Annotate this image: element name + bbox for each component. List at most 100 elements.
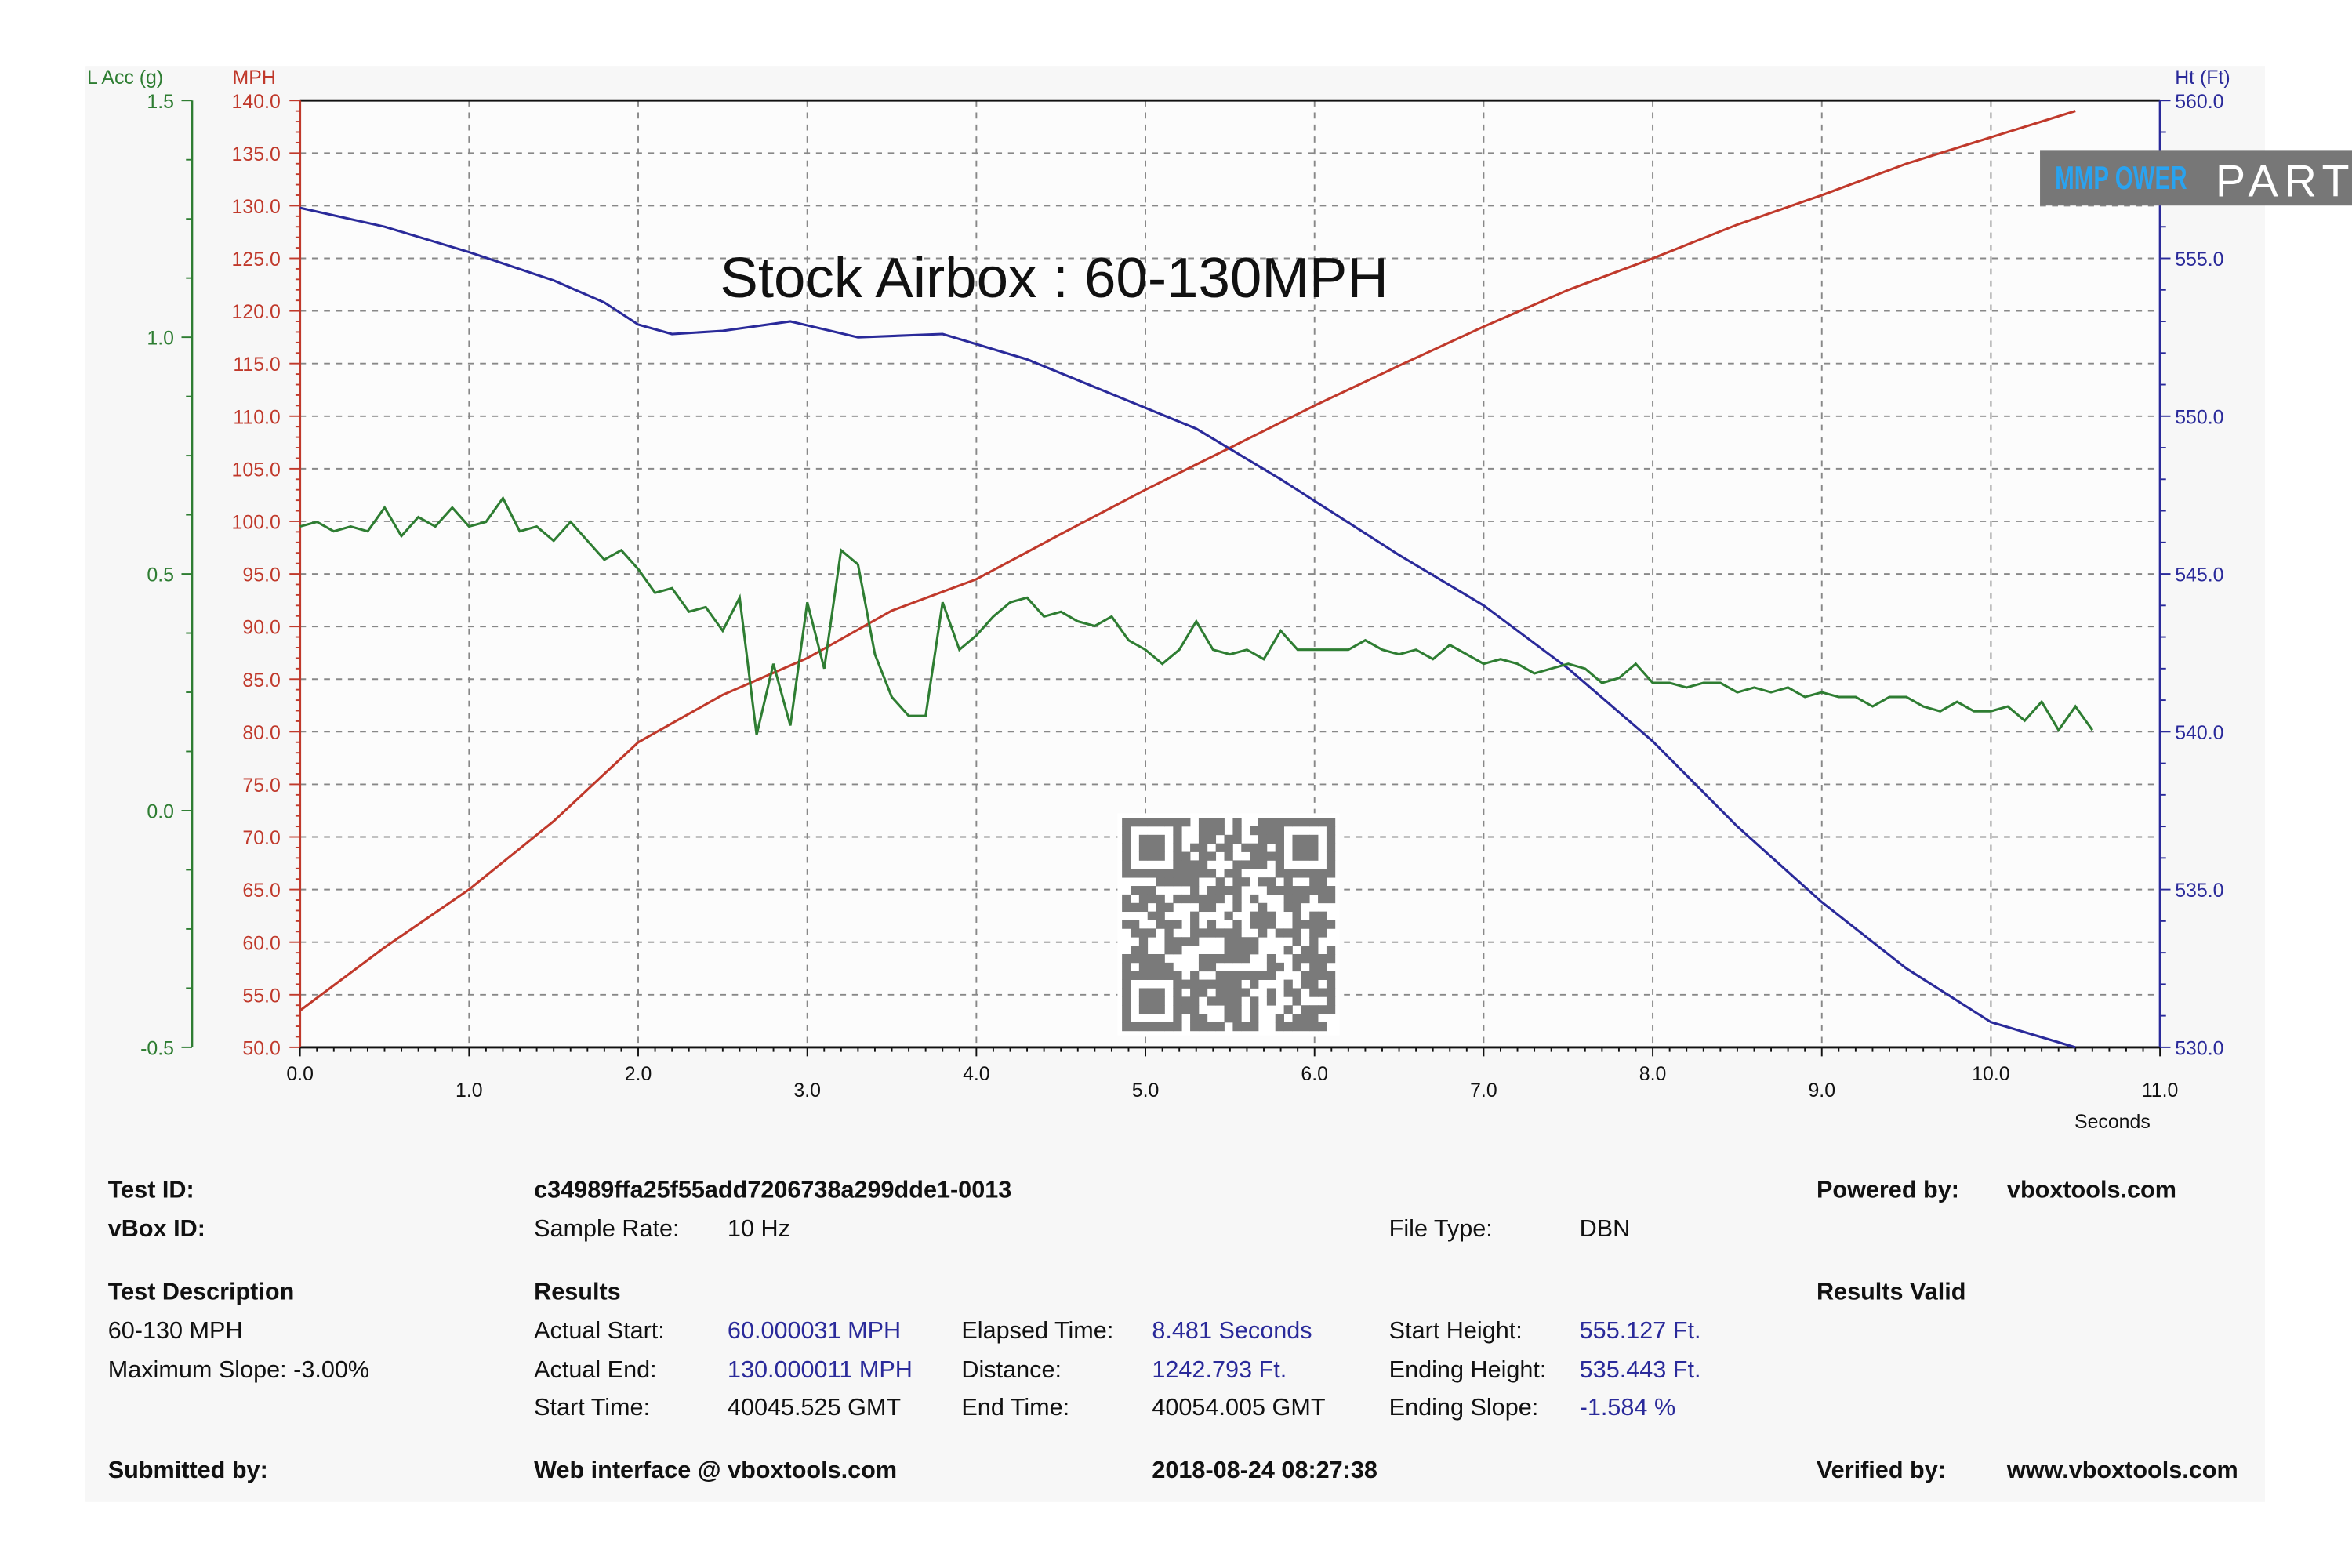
results-label: Results [534, 1278, 621, 1305]
qr-module [1215, 971, 1225, 980]
qr-module [1122, 1014, 1131, 1023]
qr-module [1266, 911, 1276, 920]
qr-module [1156, 911, 1165, 920]
acc-tick-label: 0.5 [147, 564, 174, 586]
qr-module [1232, 1014, 1242, 1023]
qr-module [1207, 1022, 1217, 1032]
qr-module [1190, 894, 1200, 904]
test-desc-label: Test Description [108, 1278, 295, 1305]
x-tick-label: 7.0 [1470, 1080, 1497, 1102]
qr-module [1301, 851, 1310, 861]
x-axis-label: Seconds [2074, 1111, 2151, 1133]
qr-module [1292, 851, 1301, 861]
qr-module [1232, 1005, 1242, 1014]
qr-module [1198, 962, 1208, 972]
qr-module [1190, 988, 1200, 997]
qr-module [1232, 988, 1242, 997]
qr-module [1173, 894, 1182, 904]
qr-module [1232, 877, 1242, 887]
qr-module [1292, 988, 1301, 997]
qr-module [1292, 886, 1301, 895]
qr-module [1301, 953, 1310, 964]
qr-module [1173, 1014, 1182, 1023]
qr-module [1198, 851, 1208, 861]
qr-module [1326, 869, 1336, 878]
qr-module [1301, 971, 1310, 980]
qr-code [1117, 813, 1340, 1036]
qr-module [1232, 902, 1242, 913]
speed-tick-label: 65.0 [242, 880, 280, 902]
qr-module [1181, 937, 1191, 946]
qr-module [1173, 826, 1182, 836]
qr-module [1190, 971, 1200, 980]
qr-module [1224, 937, 1233, 946]
height-tick-label: 535.0 [2175, 880, 2223, 902]
distance: 1242.793 Ft. [1152, 1356, 1287, 1383]
qr-module [1173, 851, 1182, 861]
speed-tick-label: 75.0 [242, 775, 280, 797]
x-tick-label: 8.0 [1639, 1063, 1667, 1085]
qr-module [1258, 834, 1268, 844]
qr-module [1232, 996, 1242, 1006]
qr-module [1232, 860, 1242, 869]
qr-module [1181, 996, 1191, 1006]
qr-module [1173, 834, 1182, 844]
qr-module [1301, 979, 1310, 989]
qr-module [1283, 979, 1293, 989]
qr-module [1138, 843, 1149, 852]
qr-module [1275, 851, 1284, 861]
speed-tick-label: 60.0 [242, 932, 280, 954]
qr-module [1318, 988, 1327, 997]
qr-module [1122, 988, 1131, 997]
verified-link[interactable]: www.vboxtools.com [2006, 1457, 2238, 1483]
qr-module [1173, 971, 1182, 980]
qr-module [1318, 920, 1327, 929]
qr-module [1138, 971, 1149, 980]
qr-module [1173, 869, 1182, 878]
qr-module [1122, 953, 1131, 964]
qr-module [1318, 1022, 1327, 1032]
vbox-id-label: vBox ID: [108, 1215, 205, 1242]
qr-module [1130, 869, 1140, 878]
qr-module [1138, 988, 1149, 997]
qr-module [1122, 869, 1131, 878]
acc-tick-label: 1.5 [147, 91, 174, 113]
speed-tick-label: 70.0 [242, 827, 280, 849]
qr-module [1122, 962, 1131, 972]
qr-module [1224, 979, 1233, 989]
qr-module [1164, 920, 1174, 929]
qr-module [1138, 953, 1149, 964]
qr-module [1309, 1022, 1319, 1032]
qr-module [1190, 928, 1200, 938]
start-time-label: Start Time: [534, 1394, 650, 1421]
qr-module [1122, 971, 1131, 980]
qr-module [1258, 818, 1268, 827]
actual-start-label: Actual Start: [534, 1317, 665, 1344]
qr-module [1122, 920, 1131, 929]
qr-module [1309, 843, 1319, 852]
qr-module [1301, 1014, 1310, 1023]
qr-module [1147, 962, 1156, 972]
qr-module [1283, 894, 1293, 904]
qr-module [1147, 971, 1156, 980]
qr-module [1301, 843, 1310, 852]
powered-link[interactable]: vboxtools.com [2007, 1176, 2176, 1203]
qr-module [1275, 1014, 1284, 1023]
qr-module [1156, 869, 1165, 878]
end-time: 40054.005 GMT [1152, 1394, 1325, 1421]
qr-module [1326, 946, 1336, 955]
x-tick-label: 1.0 [456, 1080, 483, 1102]
submitted-by: Web interface @ vboxtools.com [534, 1457, 897, 1483]
qr-module [1207, 953, 1217, 964]
qr-module [1258, 826, 1268, 836]
qr-module [1292, 911, 1301, 920]
logo-brand: MMP OWER [2055, 159, 2187, 196]
qr-module [1181, 851, 1191, 861]
qr-module [1224, 843, 1233, 852]
height-tick-label: 540.0 [2175, 722, 2223, 744]
qr-module [1190, 860, 1200, 869]
qr-module [1326, 979, 1336, 989]
qr-module [1309, 937, 1319, 946]
qr-module [1164, 818, 1174, 827]
